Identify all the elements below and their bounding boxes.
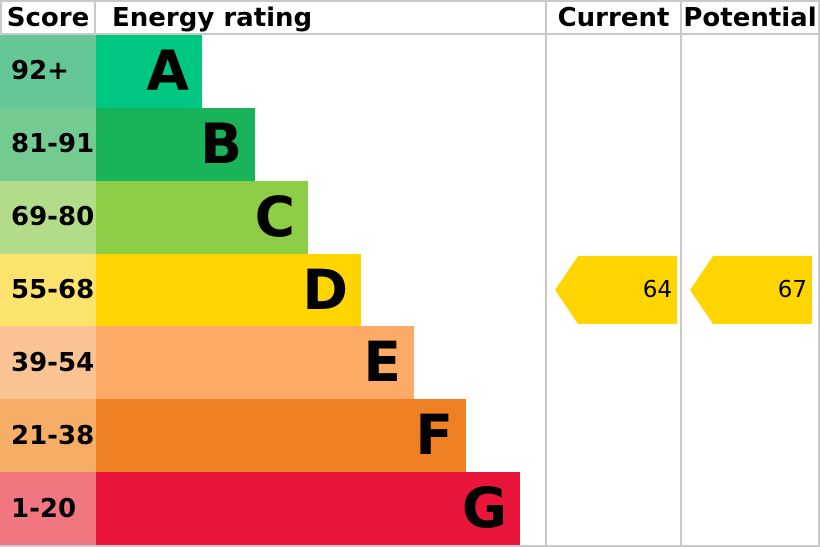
band-row-b: 81-91 B: [0, 107, 545, 181]
band-letter-c: C: [254, 184, 295, 249]
score-range-c: 69-80: [0, 180, 96, 254]
current-column: [547, 35, 682, 545]
band-letter-g: G: [461, 476, 507, 541]
potential-rating-value: 67: [777, 276, 807, 303]
score-range-e: 39-54: [0, 326, 96, 400]
band-row-f: 21-38 F: [0, 399, 545, 473]
chart-body: 92+ A 81-91 B 69-80 C 55-68: [0, 35, 820, 545]
band-letter-a: A: [146, 38, 189, 103]
score-range-g: 1-20: [0, 472, 96, 545]
band-row-c: 69-80 C: [0, 180, 545, 254]
score-range-d: 55-68: [0, 253, 96, 327]
band-row-a: 92+ A: [0, 35, 545, 108]
band-bar-c: C: [96, 180, 308, 254]
potential-rating-arrow: 67: [690, 256, 812, 324]
header-energy-rating: Energy rating: [96, 2, 547, 35]
band-row-e: 39-54 E: [0, 326, 545, 400]
score-range-b: 81-91: [0, 107, 96, 181]
current-rating-value: 64: [642, 276, 672, 303]
band-letter-e: E: [363, 330, 401, 395]
band-row-d: 55-68 D: [0, 253, 545, 327]
header-potential: Potential: [682, 2, 820, 35]
band-letter-f: F: [415, 403, 453, 468]
band-bar-d: D: [96, 253, 361, 327]
band-letter-d: D: [302, 257, 348, 322]
band-bar-a: A: [96, 35, 202, 108]
band-bar-g: G: [96, 472, 520, 545]
band-row-g: 1-20 G: [0, 472, 545, 545]
chart-header-row: Score Energy rating Current Potential: [0, 0, 820, 35]
band-bar-e: E: [96, 326, 414, 400]
score-range-a: 92+: [0, 35, 96, 108]
band-letter-b: B: [200, 111, 242, 176]
score-range-f: 21-38: [0, 399, 96, 473]
current-rating-arrow: 64: [555, 256, 677, 324]
potential-column: [682, 35, 820, 545]
header-score: Score: [0, 2, 96, 35]
band-bar-b: B: [96, 107, 255, 181]
band-bar-f: F: [96, 399, 466, 473]
header-current: Current: [547, 2, 682, 35]
energy-bands-column: 92+ A 81-91 B 69-80 C 55-68: [0, 35, 547, 545]
